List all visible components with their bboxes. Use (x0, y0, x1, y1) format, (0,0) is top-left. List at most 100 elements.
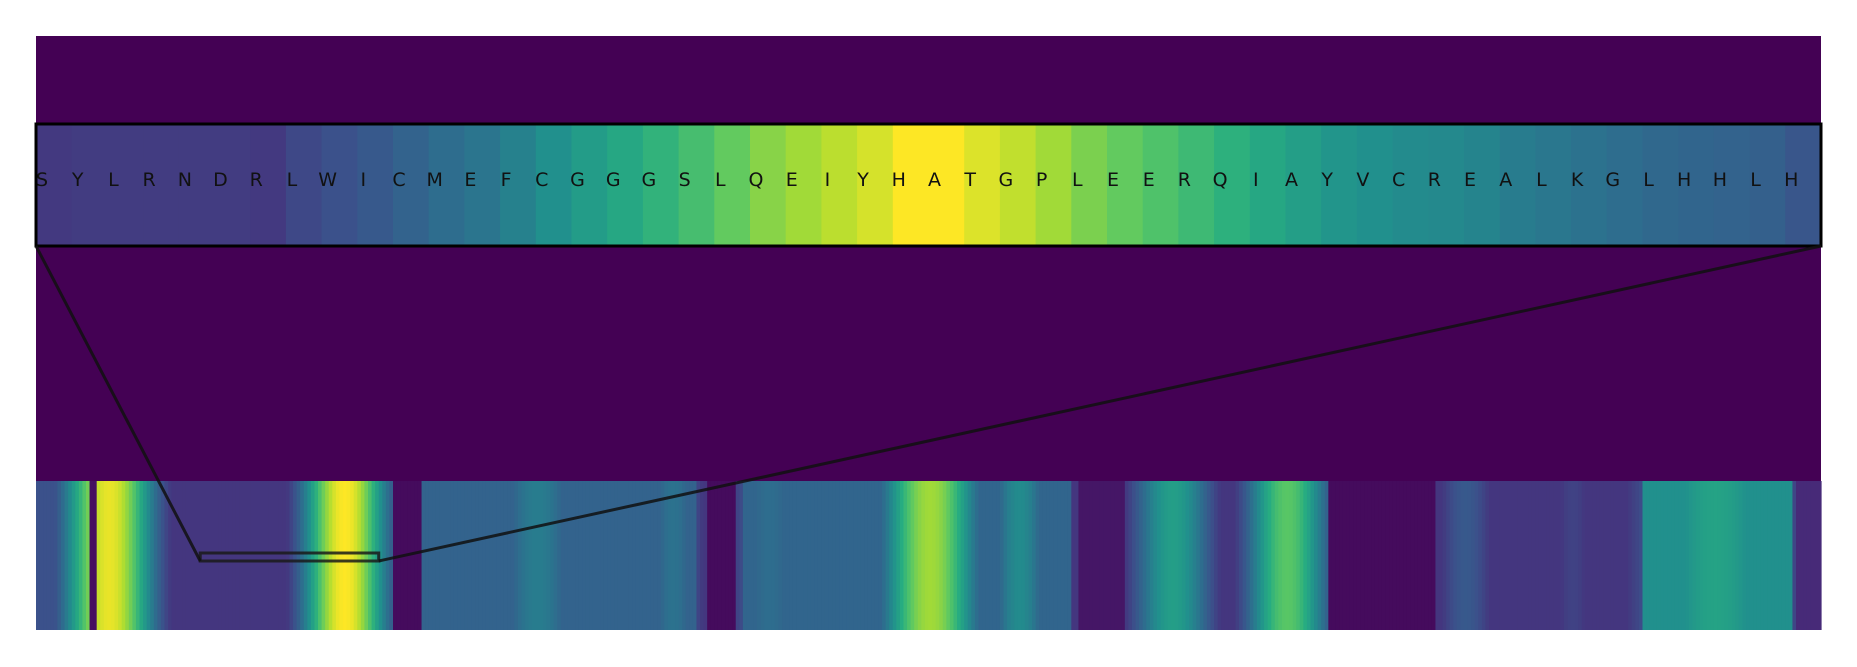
strip-cell (1185, 481, 1190, 630)
strip-cell (43, 481, 48, 630)
strip-cell (1067, 481, 1072, 630)
token-label: Q (1213, 169, 1228, 191)
zoom-cell (1071, 124, 1108, 246)
strip-cell (525, 481, 530, 630)
strip-cell (350, 481, 355, 630)
strip-cell (575, 481, 580, 630)
token-label: G (999, 169, 1014, 191)
strip-cell (728, 481, 733, 630)
strip-cell (1771, 481, 1776, 630)
strip-cell (982, 481, 987, 630)
strip-cell (1249, 481, 1254, 630)
strip-cell (1167, 481, 1172, 630)
zoom-cell (571, 124, 608, 246)
strip-cell (1721, 481, 1726, 630)
strip-cell (1538, 481, 1544, 630)
strip-cell (753, 481, 758, 630)
token-label: G (570, 169, 585, 191)
strip-cell (1753, 481, 1758, 630)
zoom-cell (1464, 124, 1501, 246)
strip-cell (1663, 481, 1669, 630)
strip-cell (68, 481, 73, 630)
strip-cell (1239, 481, 1244, 630)
strip-cell (617, 481, 623, 630)
strip-cell (1385, 481, 1390, 630)
token-label: Y (1320, 169, 1333, 191)
strip-cell (425, 481, 430, 630)
strip-cell (1242, 481, 1247, 630)
strip-cell (1688, 481, 1694, 630)
strip-cell (1078, 481, 1083, 630)
strip-cell (57, 481, 62, 630)
strip-cell (1724, 481, 1729, 630)
strip-cell (1585, 481, 1590, 630)
strip-cell (1517, 481, 1522, 630)
strip-cell (1592, 481, 1597, 630)
strip-cell (303, 481, 308, 630)
strip-cell (282, 481, 287, 630)
strip-cell (942, 481, 947, 630)
token-label: G (606, 169, 621, 191)
strip-cell (1374, 481, 1379, 630)
strip-cell (978, 481, 983, 630)
strip-cell (239, 481, 244, 630)
strip-cell (293, 481, 298, 630)
strip-cell (1742, 481, 1747, 630)
strip-cell (746, 481, 751, 630)
token-label: S (679, 169, 691, 191)
token-label: H (1677, 169, 1691, 191)
strip-cell (39, 481, 44, 630)
strip-cell (1421, 481, 1426, 630)
strip-cell (1671, 481, 1676, 630)
strip-cell (235, 481, 241, 630)
strip-cell (103, 481, 108, 630)
strip-cell (578, 481, 583, 630)
strip-cell (1142, 481, 1147, 630)
strip-cell (1274, 481, 1279, 630)
strip-cell (1356, 481, 1362, 630)
strip-cell (1324, 481, 1329, 630)
strip-cell (268, 481, 273, 630)
strip-cell (1303, 481, 1308, 630)
zoom-cell (1035, 124, 1072, 246)
strip-cell (185, 481, 191, 630)
strip-cell (1228, 481, 1233, 630)
strip-cell (689, 481, 694, 630)
token-label: I (825, 169, 831, 191)
strip-cell (1481, 481, 1487, 630)
strip-cell (914, 481, 919, 630)
strip-cell (478, 481, 483, 630)
strip-cell (971, 481, 976, 630)
strip-cell (75, 481, 80, 630)
strip-cell (710, 481, 715, 630)
strip-cell (696, 481, 701, 630)
token-label: E (1107, 169, 1119, 191)
strip-cell (1456, 481, 1462, 630)
strip-cell (1285, 481, 1290, 630)
strip-cell (853, 481, 858, 630)
strip-cell (146, 481, 151, 630)
strip-cell (1017, 481, 1022, 630)
strip-cell (1196, 481, 1201, 630)
strip-cell (871, 481, 876, 630)
token-label: L (715, 169, 726, 191)
strip-cell (1428, 481, 1433, 630)
strip-cell (807, 481, 812, 630)
strip-cell (1546, 481, 1551, 630)
strip-cell (1164, 481, 1169, 630)
token-label: R (142, 169, 155, 191)
strip-cell (935, 481, 940, 630)
strip-cell (1431, 481, 1437, 630)
strip-cell (1485, 481, 1490, 630)
strip-cell (1638, 481, 1644, 630)
strip-cell (1442, 481, 1447, 630)
strip-cell (310, 481, 316, 630)
strip-cell (1149, 481, 1155, 630)
strip-cell (792, 481, 798, 630)
strip-cell (1474, 481, 1479, 630)
strip-cell (1364, 481, 1369, 630)
strip-cell (1246, 481, 1251, 630)
strip-cell (1696, 481, 1701, 630)
strip-cell (892, 481, 897, 630)
